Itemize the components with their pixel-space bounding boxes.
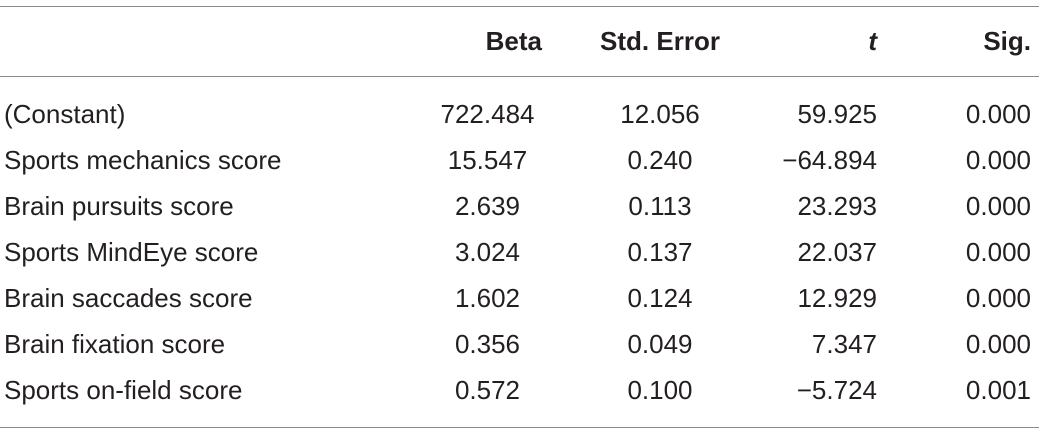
row-label: Sports on-field score <box>4 374 243 405</box>
t-value: 12.929 <box>797 282 877 313</box>
beta-value: 15.547 <box>447 144 528 175</box>
beta-value: 2.639 <box>454 190 521 221</box>
table-row: Brain pursuits score 2.639 0.113 23.293 … <box>0 183 1039 229</box>
sig-value: 0.001 <box>965 374 1031 405</box>
std-error-value: 0.049 <box>627 328 693 359</box>
table-row: Brain fixation score 0.356 0.049 7.347 0… <box>0 321 1039 367</box>
regression-table: Beta Std. Error t Sig. (Constant) 722.48… <box>0 6 1039 428</box>
sig-value: 0.000 <box>965 236 1031 267</box>
t-value: 23.293 <box>797 190 877 221</box>
std-error-value: 0.137 <box>627 236 693 267</box>
header-label <box>0 7 405 77</box>
std-error-value: 0.100 <box>627 374 693 405</box>
t-value: −64.894 <box>782 144 877 175</box>
row-label: Sports mechanics score <box>4 144 282 175</box>
table-row: Sports MindEye score 3.024 0.137 22.037 … <box>0 229 1039 275</box>
sig-value: 0.000 <box>965 282 1031 313</box>
header-std-error: Std. Error <box>600 26 720 56</box>
beta-value: 0.356 <box>454 328 521 359</box>
beta-value: 722.484 <box>440 98 535 129</box>
row-label: (Constant) <box>4 98 126 129</box>
std-error-value: 12.056 <box>620 98 700 129</box>
table-header-row: Beta Std. Error t Sig. <box>0 6 1039 77</box>
t-value: 7.347 <box>811 328 877 359</box>
std-error-value: 0.113 <box>628 190 692 221</box>
header-t: t <box>868 26 877 56</box>
table-row: Sports on-field score 0.572 0.100 −5.724… <box>0 367 1039 428</box>
sig-value: 0.000 <box>965 190 1031 221</box>
sig-value: 0.000 <box>965 328 1031 359</box>
beta-value: 0.572 <box>454 374 521 405</box>
sig-value: 0.000 <box>965 98 1031 129</box>
std-error-value: 0.124 <box>627 282 693 313</box>
sig-value: 0.000 <box>965 144 1031 175</box>
t-value: 22.037 <box>797 236 877 267</box>
row-label: Sports MindEye score <box>4 236 259 267</box>
beta-value: 1.602 <box>454 282 521 313</box>
std-error-value: 0.240 <box>627 144 693 175</box>
table-row: Sports mechanics score 15.547 0.240 −64.… <box>0 137 1039 183</box>
beta-value: 3.024 <box>454 236 521 267</box>
row-label: Brain pursuits score <box>4 190 234 221</box>
header-beta: Beta <box>485 26 542 56</box>
table-row: Brain saccades score 1.602 0.124 12.929 … <box>0 275 1039 321</box>
table-row: (Constant) 722.484 12.056 59.925 0.000 <box>0 77 1039 138</box>
row-label: Brain fixation score <box>4 328 226 359</box>
t-value: −5.724 <box>796 374 877 405</box>
header-sig: Sig. <box>983 26 1031 56</box>
row-label: Brain saccades score <box>4 282 253 313</box>
t-value: 59.925 <box>797 98 877 129</box>
